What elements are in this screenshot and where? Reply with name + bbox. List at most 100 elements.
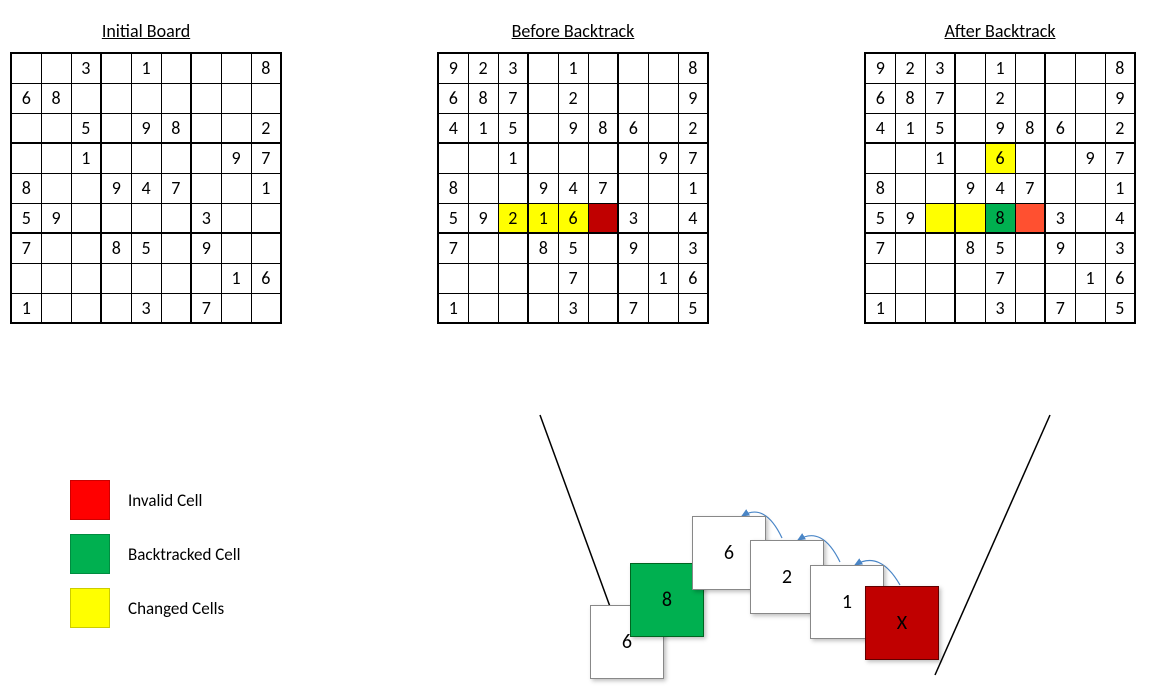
sudoku-cell: 2 (678, 113, 708, 143)
sudoku-cell: 3 (1045, 203, 1075, 233)
sudoku-cell: 4 (558, 173, 588, 203)
sudoku-cell (41, 53, 71, 83)
sudoku-cell (618, 173, 648, 203)
sudoku-cell: 8 (588, 113, 618, 143)
sudoku-cell (955, 53, 985, 83)
sudoku-cell: 1 (1105, 173, 1135, 203)
sudoku-cell (468, 263, 498, 293)
sudoku-cell: 1 (528, 203, 558, 233)
sudoku-cell (41, 263, 71, 293)
sudoku-cell: 1 (498, 143, 528, 173)
sudoku-cell: 8 (438, 173, 468, 203)
sudoku-cell (955, 203, 985, 233)
sudoku-cell: 2 (558, 83, 588, 113)
sudoku-cell: 9 (1045, 233, 1075, 263)
legend-label: Changed Cells (128, 598, 224, 619)
sudoku-cell (1075, 113, 1105, 143)
sudoku-cell: 9 (438, 53, 468, 83)
sudoku-cell (588, 233, 618, 263)
sudoku-cell: 2 (985, 83, 1015, 113)
legend-label: Invalid Cell (128, 490, 202, 511)
sudoku-cell (468, 233, 498, 263)
sudoku-cell: 5 (11, 203, 41, 233)
sudoku-cell (101, 113, 131, 143)
sudoku-cell (221, 173, 251, 203)
sudoku-cell: 5 (925, 113, 955, 143)
sudoku-cell (528, 53, 558, 83)
sudoku-cell (438, 143, 468, 173)
sudoku-cell (41, 233, 71, 263)
sudoku-cell (438, 263, 468, 293)
sudoku-cell (1075, 233, 1105, 263)
sudoku-cell: 3 (498, 53, 528, 83)
sudoku-cell (895, 173, 925, 203)
sudoku-cell (221, 113, 251, 143)
sudoku-cell (618, 83, 648, 113)
sudoku-cell (131, 203, 161, 233)
sudoku-cell: 9 (528, 173, 558, 203)
sudoku-cell (131, 143, 161, 173)
sudoku-cell: 1 (648, 263, 678, 293)
sudoku-cell (191, 143, 221, 173)
sudoku-cell: 8 (1015, 113, 1045, 143)
sudoku-cell: 2 (895, 53, 925, 83)
sudoku-cell (1045, 173, 1075, 203)
sudoku-cell (528, 293, 558, 323)
sudoku-cell (955, 263, 985, 293)
sudoku-cell (468, 173, 498, 203)
sudoku-cell (925, 293, 955, 323)
sudoku-cell (251, 233, 281, 263)
sudoku-cell (1045, 263, 1075, 293)
sudoku-cell (1015, 143, 1045, 173)
sudoku-cell: 5 (438, 203, 468, 233)
sudoku-cell (1015, 233, 1045, 263)
sudoku-cell (955, 113, 985, 143)
sudoku-cell (498, 233, 528, 263)
sudoku-cell (955, 293, 985, 323)
sudoku-cell: 3 (1105, 233, 1135, 263)
board-initial-title: Initial Board (102, 20, 190, 42)
sudoku-cell (528, 143, 558, 173)
sudoku-cell: 8 (101, 233, 131, 263)
sudoku-cell (588, 143, 618, 173)
sudoku-cell (71, 83, 101, 113)
sudoku-cell (468, 293, 498, 323)
sudoku-cell: 9 (1075, 143, 1105, 173)
sudoku-cell (11, 143, 41, 173)
sudoku-cell (131, 263, 161, 293)
sudoku-cell: 7 (498, 83, 528, 113)
sudoku-cell (925, 263, 955, 293)
sudoku-cell (161, 203, 191, 233)
sudoku-cell (251, 83, 281, 113)
sudoku-cell (161, 233, 191, 263)
sudoku-cell: 2 (251, 113, 281, 143)
sudoku-cell: 3 (131, 293, 161, 323)
sudoku-cell (925, 233, 955, 263)
sudoku-cell: 2 (1105, 113, 1135, 143)
sudoku-cell (71, 233, 101, 263)
sudoku-cell: 6 (11, 83, 41, 113)
sudoku-cell (648, 233, 678, 263)
sudoku-cell: 9 (1105, 83, 1135, 113)
sudoku-cell: 5 (865, 203, 895, 233)
board-before-title: Before Backtrack (512, 20, 635, 42)
sudoku-cell: 7 (865, 233, 895, 263)
sudoku-cell: 6 (558, 203, 588, 233)
sudoku-cell (41, 173, 71, 203)
sudoku-cell: 4 (865, 113, 895, 143)
sudoku-cell (101, 203, 131, 233)
sudoku-cell: 1 (925, 143, 955, 173)
board-initial: 31868598219789471593785916137 (10, 52, 282, 324)
sudoku-cell (895, 263, 925, 293)
sudoku-cell (71, 173, 101, 203)
sudoku-cell (498, 263, 528, 293)
sudoku-cell: 9 (558, 113, 588, 143)
sudoku-cell: 9 (468, 203, 498, 233)
sudoku-cell (251, 293, 281, 323)
board-after-title: After Backtrack (944, 20, 1055, 42)
sudoku-cell: 5 (131, 233, 161, 263)
sudoku-cell: 4 (131, 173, 161, 203)
sudoku-cell: 1 (985, 53, 1015, 83)
sudoku-cell (101, 263, 131, 293)
v-line (935, 415, 1050, 675)
